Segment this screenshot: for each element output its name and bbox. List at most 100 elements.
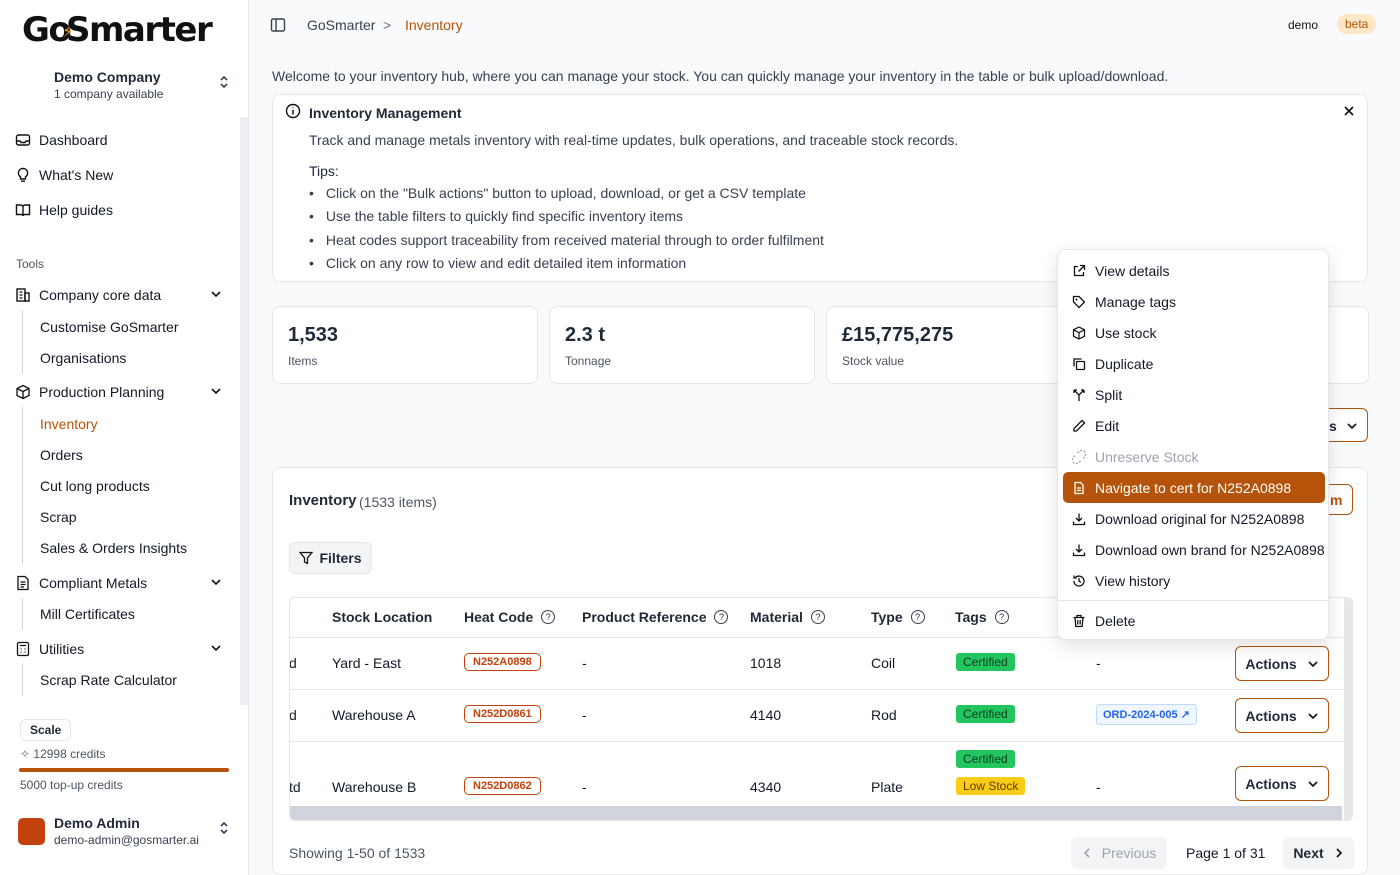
cell-type: Rod xyxy=(871,707,897,723)
nav-dashboard[interactable]: Dashboard xyxy=(14,127,108,153)
pagination-summary: Showing 1-50 of 1533 xyxy=(289,845,426,861)
bulk-actions-label: s xyxy=(1329,418,1337,434)
cell-location: Warehouse B xyxy=(332,779,417,795)
filters-button[interactable]: Filters xyxy=(289,542,372,574)
col-type[interactable]: Type? xyxy=(871,609,925,625)
breadcrumb-root[interactable]: GoSmarter xyxy=(307,17,376,33)
tips-list: Click on the "Bulk actions" button to up… xyxy=(309,185,824,278)
nav-scrap[interactable]: Scrap xyxy=(40,509,77,525)
actions-button[interactable]: Actions xyxy=(1235,646,1329,681)
next-label: Next xyxy=(1293,845,1324,861)
heat-code-chip[interactable]: N252A0898 xyxy=(464,653,541,671)
plan-badge: Scale xyxy=(20,719,72,741)
col-stock-location[interactable]: Stock Location xyxy=(332,609,433,625)
next-page-button[interactable]: Next xyxy=(1283,837,1354,869)
menu-manage-tags[interactable]: Manage tags xyxy=(1063,286,1325,317)
nav-scrap-rate-calculator[interactable]: Scrap Rate Calculator xyxy=(40,672,177,688)
page-indicator: Page 1 of 31 xyxy=(1186,845,1266,861)
menu-download-own-brand[interactable]: Download own brand for N252A0898 xyxy=(1063,534,1325,565)
cell-material: 4140 xyxy=(750,707,782,723)
cell-truncated: d xyxy=(289,707,297,723)
menu-view-history[interactable]: View history xyxy=(1063,565,1325,596)
table-row[interactable]: d Yard - East N252A0898 - 1018 Coil Cert… xyxy=(290,638,1352,690)
user-menu[interactable]: Demo Admin demo-admin@gosmarter.ai xyxy=(14,812,236,852)
table-row[interactable]: d Warehouse A N252D0861 - 4140 Rod Certi… xyxy=(290,690,1352,742)
inventory-count: (1533 items) xyxy=(359,494,437,510)
help-icon[interactable]: ? xyxy=(994,610,1009,624)
actions-button[interactable]: Actions xyxy=(1235,766,1329,801)
cell-product-ref: - xyxy=(582,779,587,795)
help-icon[interactable]: ? xyxy=(910,610,925,624)
menu-delete[interactable]: Delete xyxy=(1063,605,1325,636)
company-switcher[interactable]: Demo Company 1 company available xyxy=(14,66,236,106)
nav-company-core-data[interactable]: Company core data xyxy=(14,282,236,308)
cell-truncated: d xyxy=(289,655,297,671)
sidebar-scrollbar[interactable] xyxy=(240,117,248,705)
nav-production-planning-label: Production Planning xyxy=(39,384,165,400)
gosmarter-logo[interactable]: Go⚡Smarter xyxy=(22,10,213,50)
menu-duplicate[interactable]: Duplicate xyxy=(1063,348,1325,379)
cell-material: 4340 xyxy=(750,779,782,795)
nav-sales-orders-insights[interactable]: Sales & Orders Insights xyxy=(40,540,188,556)
menu-edit[interactable]: Edit xyxy=(1063,410,1325,441)
stat-stock-value: £15,775,275 Stock value xyxy=(826,306,1092,384)
tips-label: Tips: xyxy=(309,163,339,179)
nav-organisations[interactable]: Organisations xyxy=(40,350,127,366)
cell-order: - xyxy=(1096,779,1101,795)
trash-icon xyxy=(1071,613,1087,629)
nav-production-planning[interactable]: Production Planning xyxy=(14,379,236,405)
previous-label: Previous xyxy=(1101,845,1157,861)
download-icon xyxy=(1071,542,1087,558)
table-horizontal-scrollbar[interactable] xyxy=(290,806,1342,820)
nav-orders[interactable]: Orders xyxy=(40,447,83,463)
close-icon[interactable] xyxy=(1343,105,1355,117)
tag-certified: Certified xyxy=(956,705,1015,723)
nav-help-guides[interactable]: Help guides xyxy=(14,197,113,223)
chevron-up-down-icon xyxy=(218,75,230,89)
actions-button[interactable]: Actions xyxy=(1235,698,1329,733)
chevron-left-icon xyxy=(1082,847,1092,859)
nav-mill-certificates[interactable]: Mill Certificates xyxy=(40,606,135,622)
nav-cut-long-products[interactable]: Cut long products xyxy=(40,478,150,494)
nav-customise-gosmarter[interactable]: Customise GoSmarter xyxy=(40,319,179,335)
col-heat-code[interactable]: Heat Code? xyxy=(464,609,556,625)
nav-utilities[interactable]: Utilities xyxy=(14,636,236,662)
menu-download-original[interactable]: Download original for N252A0898 xyxy=(1063,503,1325,534)
building-icon xyxy=(14,286,32,304)
heat-code-chip[interactable]: N252D0862 xyxy=(464,777,541,795)
heat-code-chip[interactable]: N252D0861 xyxy=(464,705,541,723)
help-icon[interactable]: ? xyxy=(714,610,729,624)
stat-label: Tonnage xyxy=(565,354,612,368)
menu-split[interactable]: Split xyxy=(1063,379,1325,410)
table-vertical-scrollbar[interactable] xyxy=(1344,598,1352,820)
breadcrumb-current: Inventory xyxy=(405,17,463,33)
nav-whats-new[interactable]: What's New xyxy=(14,162,113,188)
split-icon xyxy=(1071,387,1087,403)
inventory-table: Stock Location Heat Code? Product Refere… xyxy=(289,597,1353,821)
help-icon[interactable]: ? xyxy=(810,610,825,624)
info-title: Inventory Management xyxy=(309,105,462,121)
menu-navigate-to-cert[interactable]: Navigate to cert for N252A0898 xyxy=(1063,472,1325,503)
info-description: Track and manage metals inventory with r… xyxy=(309,132,959,148)
order-link[interactable]: ORD-2024-005 ↗ xyxy=(1096,704,1197,725)
nav-help-guides-label: Help guides xyxy=(39,202,113,218)
table-header: Stock Location Heat Code? Product Refere… xyxy=(290,598,1352,638)
help-icon[interactable]: ? xyxy=(541,610,556,624)
nav-compliant-metals-label: Compliant Metals xyxy=(39,575,148,591)
actions-label: Actions xyxy=(1245,655,1297,672)
previous-page-button[interactable]: Previous xyxy=(1071,837,1167,869)
sidebar-toggle-icon[interactable] xyxy=(270,17,286,33)
col-tags[interactable]: Tags? xyxy=(955,609,1009,625)
table-row[interactable]: td Warehouse B N252D0862 - 4340 Plate Ce… xyxy=(290,742,1352,820)
menu-view-details[interactable]: View details xyxy=(1063,255,1325,286)
file-icon xyxy=(1071,480,1087,496)
nav-inventory[interactable]: Inventory xyxy=(40,416,98,432)
col-material[interactable]: Material? xyxy=(750,609,825,625)
cell-order: - xyxy=(1096,655,1101,671)
menu-use-stock[interactable]: Use stock xyxy=(1063,317,1325,348)
cell-product-ref: - xyxy=(582,655,587,671)
col-product-reference[interactable]: Product Reference? xyxy=(582,609,729,625)
submenu-line xyxy=(22,664,23,696)
stat-tonnage: 2.3 t Tonnage xyxy=(549,306,815,384)
nav-compliant-metals[interactable]: Compliant Metals xyxy=(14,570,236,596)
